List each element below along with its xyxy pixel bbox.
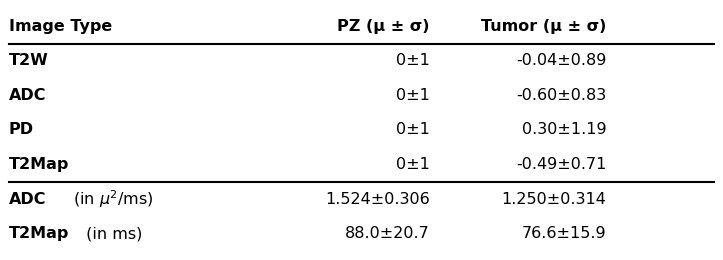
Text: PD: PD (9, 122, 34, 138)
Text: (in $\mu^2$/ms): (in $\mu^2$/ms) (68, 188, 153, 210)
Text: -0.60±0.83: -0.60±0.83 (516, 88, 607, 103)
Text: Tumor (μ ± σ): Tumor (μ ± σ) (481, 19, 607, 34)
Text: Image Type: Image Type (9, 19, 112, 34)
Text: T2Map: T2Map (9, 157, 69, 172)
Text: 88.0±20.7: 88.0±20.7 (345, 226, 430, 241)
Text: (in ms): (in ms) (80, 226, 142, 241)
Text: 1.524±0.306: 1.524±0.306 (325, 192, 430, 207)
Text: 0±1: 0±1 (396, 88, 430, 103)
Text: -0.04±0.89: -0.04±0.89 (516, 53, 607, 68)
Text: PZ (μ ± σ): PZ (μ ± σ) (338, 19, 430, 34)
Text: 0.30±1.19: 0.30±1.19 (522, 122, 607, 138)
Text: 0±1: 0±1 (396, 53, 430, 68)
Text: 0±1: 0±1 (396, 157, 430, 172)
Text: -0.49±0.71: -0.49±0.71 (516, 157, 607, 172)
Text: 1.250±0.314: 1.250±0.314 (502, 192, 607, 207)
Text: T2Map: T2Map (9, 226, 69, 241)
Text: ADC: ADC (9, 88, 46, 103)
Text: 76.6±15.9: 76.6±15.9 (522, 226, 607, 241)
Text: T2W: T2W (9, 53, 48, 68)
Text: 0±1: 0±1 (396, 122, 430, 138)
Text: ADC: ADC (9, 192, 46, 207)
